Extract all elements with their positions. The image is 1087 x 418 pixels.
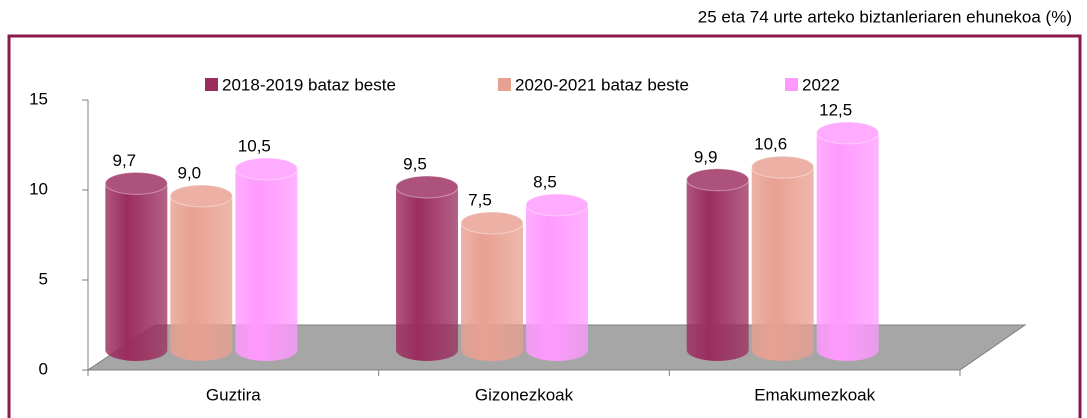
- bar-top: [686, 168, 750, 192]
- bar-top-shade: [170, 185, 233, 207]
- bar: [235, 169, 298, 361]
- bar-top-shade: [235, 158, 298, 180]
- bar: [461, 223, 523, 361]
- bar-top: [525, 193, 589, 217]
- bar-top: [460, 211, 524, 235]
- bar: [105, 183, 168, 361]
- value-label: 10,5: [238, 136, 271, 155]
- value-label: 7,5: [468, 190, 492, 209]
- legend-swatch: [785, 78, 798, 91]
- bar-top: [169, 184, 233, 208]
- legend-swatch: [498, 78, 511, 91]
- value-label: 9,7: [113, 151, 137, 170]
- bar: [396, 187, 458, 361]
- legend-swatch: [205, 78, 218, 91]
- value-label: 12,5: [819, 100, 852, 119]
- value-label: 9,5: [403, 154, 427, 173]
- bar: [686, 179, 749, 362]
- legend-label: 2022: [802, 75, 840, 94]
- x-tick-label: Gizonezkoak: [475, 385, 574, 404]
- y-tick-label: 15: [29, 89, 48, 108]
- y-tick-label: 0: [39, 359, 48, 378]
- bar-top-shade: [526, 194, 588, 216]
- value-label: 10,6: [754, 135, 787, 154]
- legend-label: 2018-2019 bataz beste: [222, 75, 396, 94]
- bar-top-shade: [751, 156, 814, 179]
- bar-top-shade: [105, 172, 168, 195]
- y-tick-label: 5: [39, 269, 48, 288]
- bar-top-shade: [686, 168, 749, 191]
- bar-top: [104, 171, 168, 195]
- frame: [7, 34, 1082, 418]
- bar-top-shade: [396, 176, 458, 198]
- chart-subtitle: 25 eta 74 urte arteko biztanleriaren ehu…: [698, 7, 1072, 26]
- bar: [526, 205, 588, 361]
- value-label: 9,0: [178, 163, 202, 182]
- bar: [170, 196, 233, 362]
- value-label: 8,5: [533, 172, 557, 191]
- bar-top: [816, 121, 880, 145]
- bar: [816, 133, 879, 362]
- bar-top-shade: [461, 212, 523, 234]
- bar: [751, 167, 814, 362]
- bar-top: [751, 155, 815, 179]
- x-tick-label: Guztira: [206, 385, 261, 404]
- bar-top: [234, 157, 298, 181]
- bar-top-shade: [816, 122, 879, 144]
- legend-label: 2020-2021 bataz beste: [515, 75, 689, 94]
- x-tick-label: Emakumezkoak: [754, 385, 875, 404]
- y-tick-label: 10: [29, 179, 48, 198]
- value-label: 9,9: [694, 147, 718, 166]
- bar-top: [395, 175, 459, 199]
